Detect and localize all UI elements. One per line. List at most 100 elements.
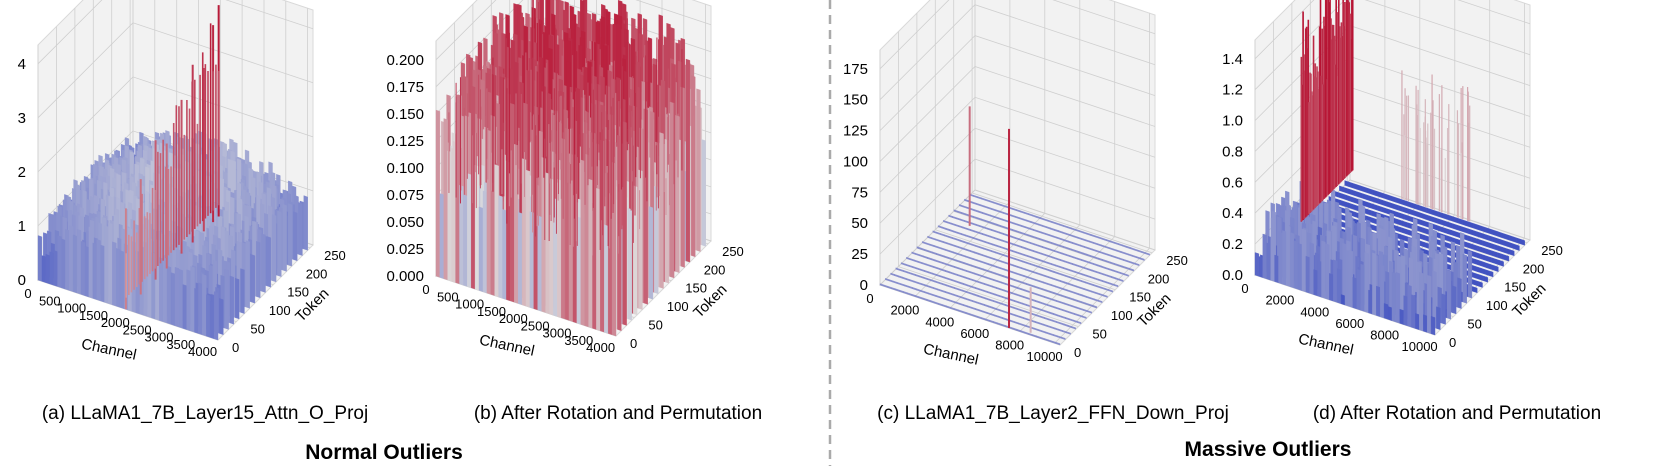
- surface-cell: [1352, 277, 1357, 310]
- spike-group: [124, 5, 220, 310]
- surface-cell: [1071, 326, 1077, 330]
- surface-cell: [1092, 305, 1098, 309]
- surface-cell: [1516, 237, 1522, 245]
- surface-cell: [1360, 263, 1365, 312]
- z-tick-label: 0: [18, 272, 26, 289]
- x-axis-label: Channel: [1297, 330, 1355, 358]
- surface-cell: [1329, 273, 1334, 302]
- surface-cell: [1483, 275, 1489, 283]
- surface-cell: [1498, 245, 1503, 253]
- surface-cell: [463, 194, 468, 287]
- surface-cell: [1410, 202, 1416, 210]
- surface-cell: [1478, 239, 1484, 246]
- surface-cell: [1504, 254, 1510, 262]
- z-tick-label: 25: [851, 246, 868, 263]
- surface-cell: [439, 193, 444, 279]
- y-tick-label: 250: [1541, 243, 1563, 258]
- surface-cell: [467, 173, 472, 288]
- surface-cell: [250, 254, 256, 304]
- y-tick-label: 250: [722, 244, 744, 259]
- y-tick-label: 150: [685, 281, 707, 296]
- z-tick-label: 75: [851, 184, 868, 201]
- surface-cell: [1340, 200, 1345, 207]
- surface-cell: [588, 178, 593, 329]
- surface-cell: [1383, 303, 1389, 320]
- x-tick-label: 6000: [960, 326, 989, 341]
- surface-cell: [1442, 212, 1447, 220]
- surface-cell: [1397, 205, 1403, 212]
- surface-cell: [1397, 226, 1403, 233]
- surface-cell: [1510, 249, 1515, 257]
- surface-cell: [1472, 251, 1477, 258]
- surface-cell: [1395, 272, 1401, 324]
- surface-cell: [1274, 254, 1279, 284]
- surface-cell: [1507, 241, 1512, 249]
- x-tick-label: 500: [39, 293, 61, 308]
- surface-cell: [1347, 188, 1352, 195]
- surface-cell: [224, 268, 229, 330]
- surface-cell: [1477, 224, 1482, 232]
- surface-cell: [502, 209, 507, 300]
- surface-cell: [108, 222, 113, 306]
- surface-cell: [1425, 214, 1430, 221]
- surface-cell: [1515, 244, 1520, 251]
- surface: [1254, 180, 1525, 336]
- x-tick-label: 1500: [79, 308, 108, 323]
- surface-cell: [1372, 224, 1378, 232]
- surface-cell: [49, 251, 54, 286]
- x-tick-label: 6000: [1335, 316, 1364, 331]
- surface-cell: [633, 185, 638, 316]
- surface-cell: [37, 235, 43, 282]
- spike-group: [448, 0, 694, 256]
- surface: [879, 193, 1150, 346]
- surface-cell: [1344, 180, 1349, 187]
- x-tick-label: 3000: [145, 330, 174, 345]
- surface-cell: [1451, 230, 1456, 237]
- surface-cell: [1471, 272, 1477, 279]
- surface-cell: [1387, 306, 1393, 321]
- surface-cell: [1391, 195, 1396, 203]
- surface-cell: [1420, 219, 1425, 227]
- z-tick-label: 0.050: [386, 214, 424, 231]
- surface-cell: [1490, 264, 1495, 271]
- x-tick-label: 8000: [1370, 328, 1399, 343]
- surface-cell: [1262, 233, 1267, 280]
- surface-cell: [1439, 226, 1444, 233]
- surface-cell: [1370, 196, 1375, 203]
- surface-cell: [1390, 202, 1395, 210]
- surface-cell: [1372, 252, 1377, 316]
- surface-cell: [1499, 260, 1504, 267]
- surface-cell: [100, 244, 105, 303]
- surface-cell: [1433, 216, 1438, 224]
- surface-cell: [1333, 259, 1338, 303]
- surface-cell: [234, 277, 240, 320]
- surface-cell: [1401, 227, 1407, 235]
- y-tick-label: 200: [306, 266, 328, 281]
- surface-cell: [1461, 219, 1467, 226]
- surface-cell: [1500, 253, 1506, 261]
- surface-cell: [580, 159, 585, 326]
- surface-cell: [119, 250, 125, 309]
- surface-cell: [564, 127, 570, 321]
- surface-cell: [1462, 253, 1467, 304]
- y-tick-label: 250: [1166, 253, 1188, 268]
- surface-cell: [1411, 294, 1416, 329]
- grid-line-y: [953, 0, 1134, 272]
- x-tick-label: 4000: [925, 314, 954, 329]
- z-tick-label: 125: [843, 123, 868, 140]
- surface-cell: [1473, 223, 1479, 230]
- surface-cell: [1348, 249, 1354, 308]
- caption-a: (a) LLaMA1_7B_Layer15_Attn_O_Proj: [42, 403, 368, 424]
- surface-cell: [1344, 201, 1349, 208]
- surface-cell: [1446, 235, 1451, 242]
- surface-cell: [685, 58, 691, 263]
- surface-cell: [1400, 213, 1405, 220]
- surface-cell: [1103, 294, 1108, 298]
- surface-cell: [1367, 209, 1373, 216]
- surface-cell: [80, 241, 86, 296]
- y-tick-label: 200: [704, 262, 726, 277]
- surface-cell: [1468, 228, 1473, 236]
- surface-cell: [1301, 228, 1307, 293]
- z-tick-label: 0.100: [386, 160, 424, 177]
